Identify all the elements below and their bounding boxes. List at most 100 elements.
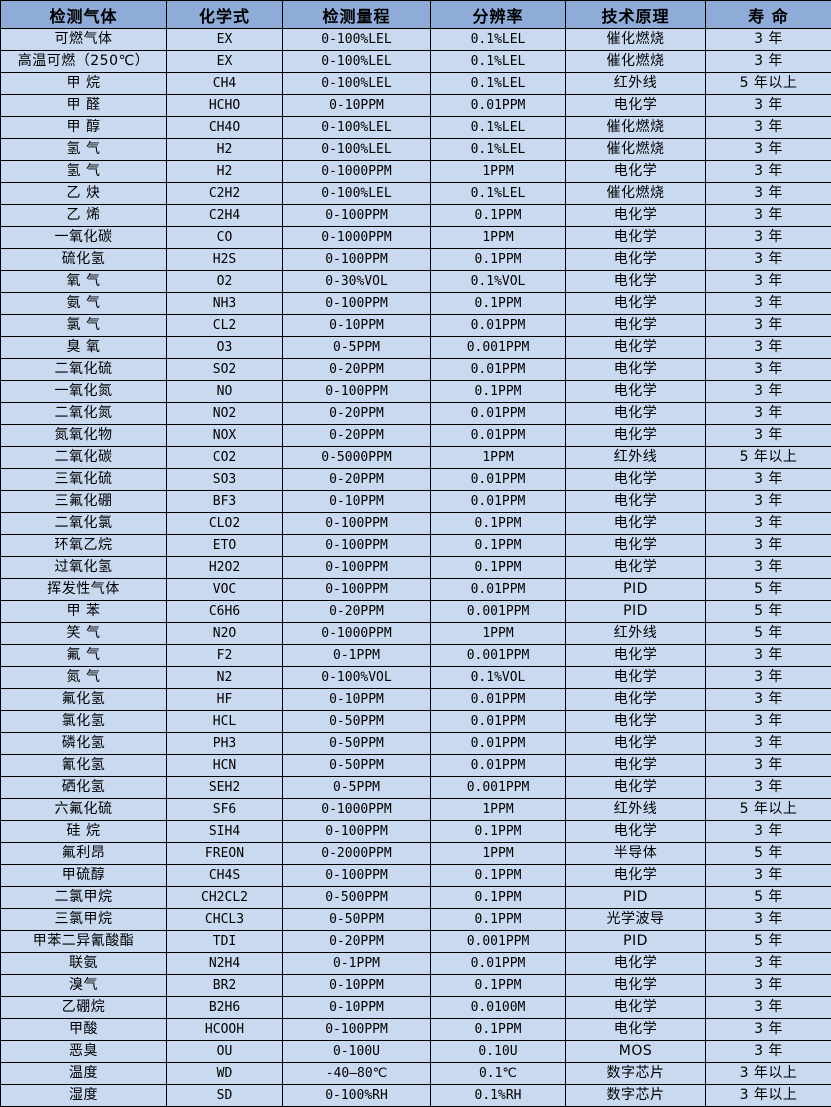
- cell-chemical-formula: WD: [167, 1063, 283, 1085]
- cell-detection-range: 0-500PPM: [283, 887, 431, 909]
- cell-lifespan: 3 年: [706, 513, 831, 535]
- cell-resolution: 0.01PPM: [431, 315, 566, 337]
- table-header: 检测气体 化学式 检测量程 分辨率 技术原理 寿 命: [1, 1, 831, 29]
- cell-lifespan: 3 年: [706, 557, 831, 579]
- cell-gas-type: 硅 烷: [1, 821, 167, 843]
- cell-resolution: 0.1%VOL: [431, 667, 566, 689]
- cell-technology-principle: 红外线: [566, 447, 706, 469]
- cell-resolution: 1PPM: [431, 447, 566, 469]
- cell-detection-range: 0-10PPM: [283, 997, 431, 1019]
- cell-detection-range: 0-100PPM: [283, 1019, 431, 1041]
- cell-lifespan: 3 年: [706, 777, 831, 799]
- cell-resolution: 0.001PPM: [431, 645, 566, 667]
- cell-technology-principle: 数字芯片: [566, 1063, 706, 1085]
- cell-detection-range: 0-20PPM: [283, 403, 431, 425]
- cell-resolution: 1PPM: [431, 799, 566, 821]
- cell-detection-range: 0-100PPM: [283, 557, 431, 579]
- cell-gas-type: 挥发性气体: [1, 579, 167, 601]
- cell-gas-type: 氟化氢: [1, 689, 167, 711]
- cell-lifespan: 3 年: [706, 1041, 831, 1063]
- cell-technology-principle: 电化学: [566, 491, 706, 513]
- cell-resolution: 0.1PPM: [431, 1019, 566, 1041]
- cell-detection-range: 0-100%LEL: [283, 73, 431, 95]
- cell-resolution: 0.1%LEL: [431, 139, 566, 161]
- cell-technology-principle: 电化学: [566, 865, 706, 887]
- cell-gas-type: 湿度: [1, 1085, 167, 1107]
- cell-technology-principle: 电化学: [566, 337, 706, 359]
- cell-technology-principle: 电化学: [566, 315, 706, 337]
- cell-gas-type: 臭 氧: [1, 337, 167, 359]
- cell-chemical-formula: BF3: [167, 491, 283, 513]
- cell-gas-type: 笑 气: [1, 623, 167, 645]
- cell-chemical-formula: EX: [167, 51, 283, 73]
- cell-detection-range: 0-10PPM: [283, 689, 431, 711]
- cell-gas-type: 硫化氢: [1, 249, 167, 271]
- cell-technology-principle: 电化学: [566, 689, 706, 711]
- cell-detection-range: 0-20PPM: [283, 931, 431, 953]
- cell-resolution: 0.1%LEL: [431, 51, 566, 73]
- cell-lifespan: 3 年以上: [706, 1063, 831, 1085]
- cell-technology-principle: PID: [566, 931, 706, 953]
- cell-resolution: 0.01PPM: [431, 359, 566, 381]
- cell-chemical-formula: CO2: [167, 447, 283, 469]
- cell-lifespan: 5 年: [706, 843, 831, 865]
- cell-technology-principle: 红外线: [566, 799, 706, 821]
- cell-gas-type: 过氧化氢: [1, 557, 167, 579]
- cell-resolution: 0.001PPM: [431, 777, 566, 799]
- cell-detection-range: -40—80℃: [283, 1063, 431, 1085]
- cell-detection-range: 0-1000PPM: [283, 799, 431, 821]
- cell-detection-range: 0-100PPM: [283, 205, 431, 227]
- cell-technology-principle: 电化学: [566, 997, 706, 1019]
- cell-resolution: 0.01PPM: [431, 953, 566, 975]
- cell-detection-range: 0-50PPM: [283, 755, 431, 777]
- cell-detection-range: 0-100PPM: [283, 821, 431, 843]
- cell-resolution: 0.1%LEL: [431, 117, 566, 139]
- cell-gas-type: 氧 气: [1, 271, 167, 293]
- cell-technology-principle: 电化学: [566, 667, 706, 689]
- cell-chemical-formula: CH4O: [167, 117, 283, 139]
- cell-resolution: 1PPM: [431, 161, 566, 183]
- cell-lifespan: 3 年: [706, 469, 831, 491]
- cell-chemical-formula: O3: [167, 337, 283, 359]
- cell-resolution: 0.001PPM: [431, 601, 566, 623]
- cell-detection-range: 0-100%VOL: [283, 667, 431, 689]
- cell-lifespan: 3 年: [706, 667, 831, 689]
- cell-lifespan: 3 年: [706, 249, 831, 271]
- cell-gas-type: 三氯甲烷: [1, 909, 167, 931]
- cell-gas-type: 乙硼烷: [1, 997, 167, 1019]
- cell-detection-range: 0-20PPM: [283, 601, 431, 623]
- cell-gas-type: 氯化氢: [1, 711, 167, 733]
- cell-gas-type: 二氯甲烷: [1, 887, 167, 909]
- cell-resolution: 0.1PPM: [431, 909, 566, 931]
- cell-technology-principle: 电化学: [566, 469, 706, 491]
- cell-chemical-formula: ETO: [167, 535, 283, 557]
- cell-gas-type: 六氟化硫: [1, 799, 167, 821]
- cell-gas-type: 三氟化硼: [1, 491, 167, 513]
- cell-detection-range: 0-100PPM: [283, 381, 431, 403]
- cell-resolution: 0.01PPM: [431, 755, 566, 777]
- cell-gas-type: 氢 气: [1, 139, 167, 161]
- cell-gas-type: 氨 气: [1, 293, 167, 315]
- cell-chemical-formula: N2H4: [167, 953, 283, 975]
- cell-gas-type: 甲 苯: [1, 601, 167, 623]
- cell-chemical-formula: HCN: [167, 755, 283, 777]
- cell-technology-principle: 电化学: [566, 425, 706, 447]
- cell-chemical-formula: SD: [167, 1085, 283, 1107]
- cell-lifespan: 3 年: [706, 425, 831, 447]
- cell-gas-type: 可燃气体: [1, 29, 167, 51]
- cell-gas-type: 二氧化氯: [1, 513, 167, 535]
